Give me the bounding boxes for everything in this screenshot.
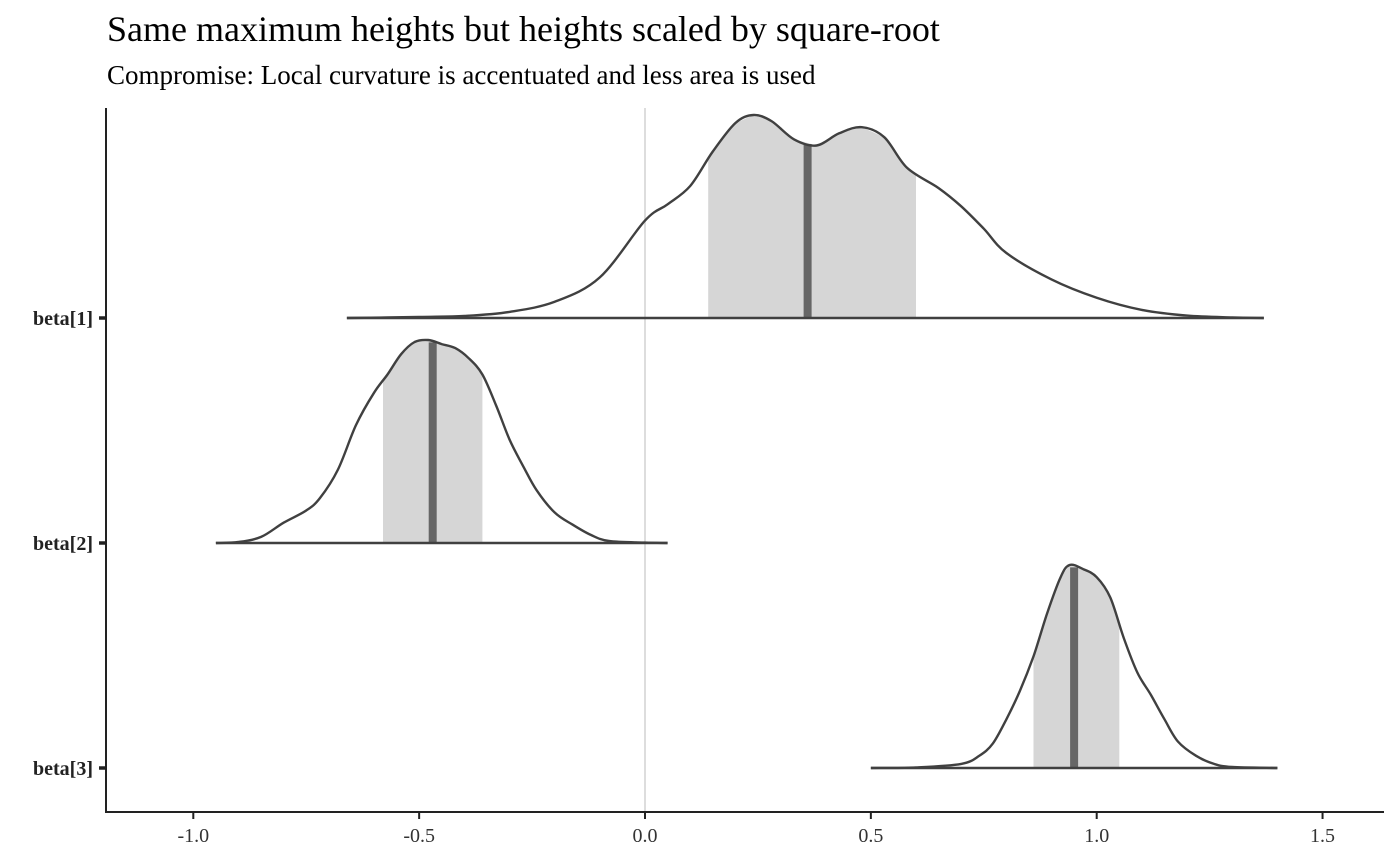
x-tick-label-1: -1.0 [177, 825, 209, 847]
density-curve-3 [870, 563, 1278, 770]
x-tick-label-5: 1.0 [1084, 825, 1109, 847]
x-tick-label-2: -0.5 [403, 825, 435, 847]
density-curve-2 [215, 338, 668, 545]
x-tick-label-4: 0.5 [858, 825, 883, 847]
interval-area-1 [708, 115, 916, 319]
y-tick-label-1: beta[1] [33, 308, 93, 330]
ridge-1 [346, 113, 1264, 320]
x-tick-label-6: 1.5 [1310, 825, 1335, 847]
chart-title: Same maximum heights but heights scaled … [107, 9, 940, 49]
y-tick-label-3: beta[3] [33, 758, 93, 780]
chart-subtitle: Compromise: Local curvature is accentuat… [107, 60, 816, 90]
x-tick-label-3: 0.0 [633, 825, 658, 847]
y-tick-label-2: beta[2] [33, 533, 93, 555]
ridge-2 [215, 338, 668, 545]
axes-group: beta[1] beta[2] beta[3] -1.0 -0.5 0.0 0.5 1.0 1.… [33, 108, 1384, 847]
density-curve-1 [346, 113, 1264, 320]
ridge-3 [870, 563, 1278, 770]
ridges-group [215, 113, 1278, 770]
